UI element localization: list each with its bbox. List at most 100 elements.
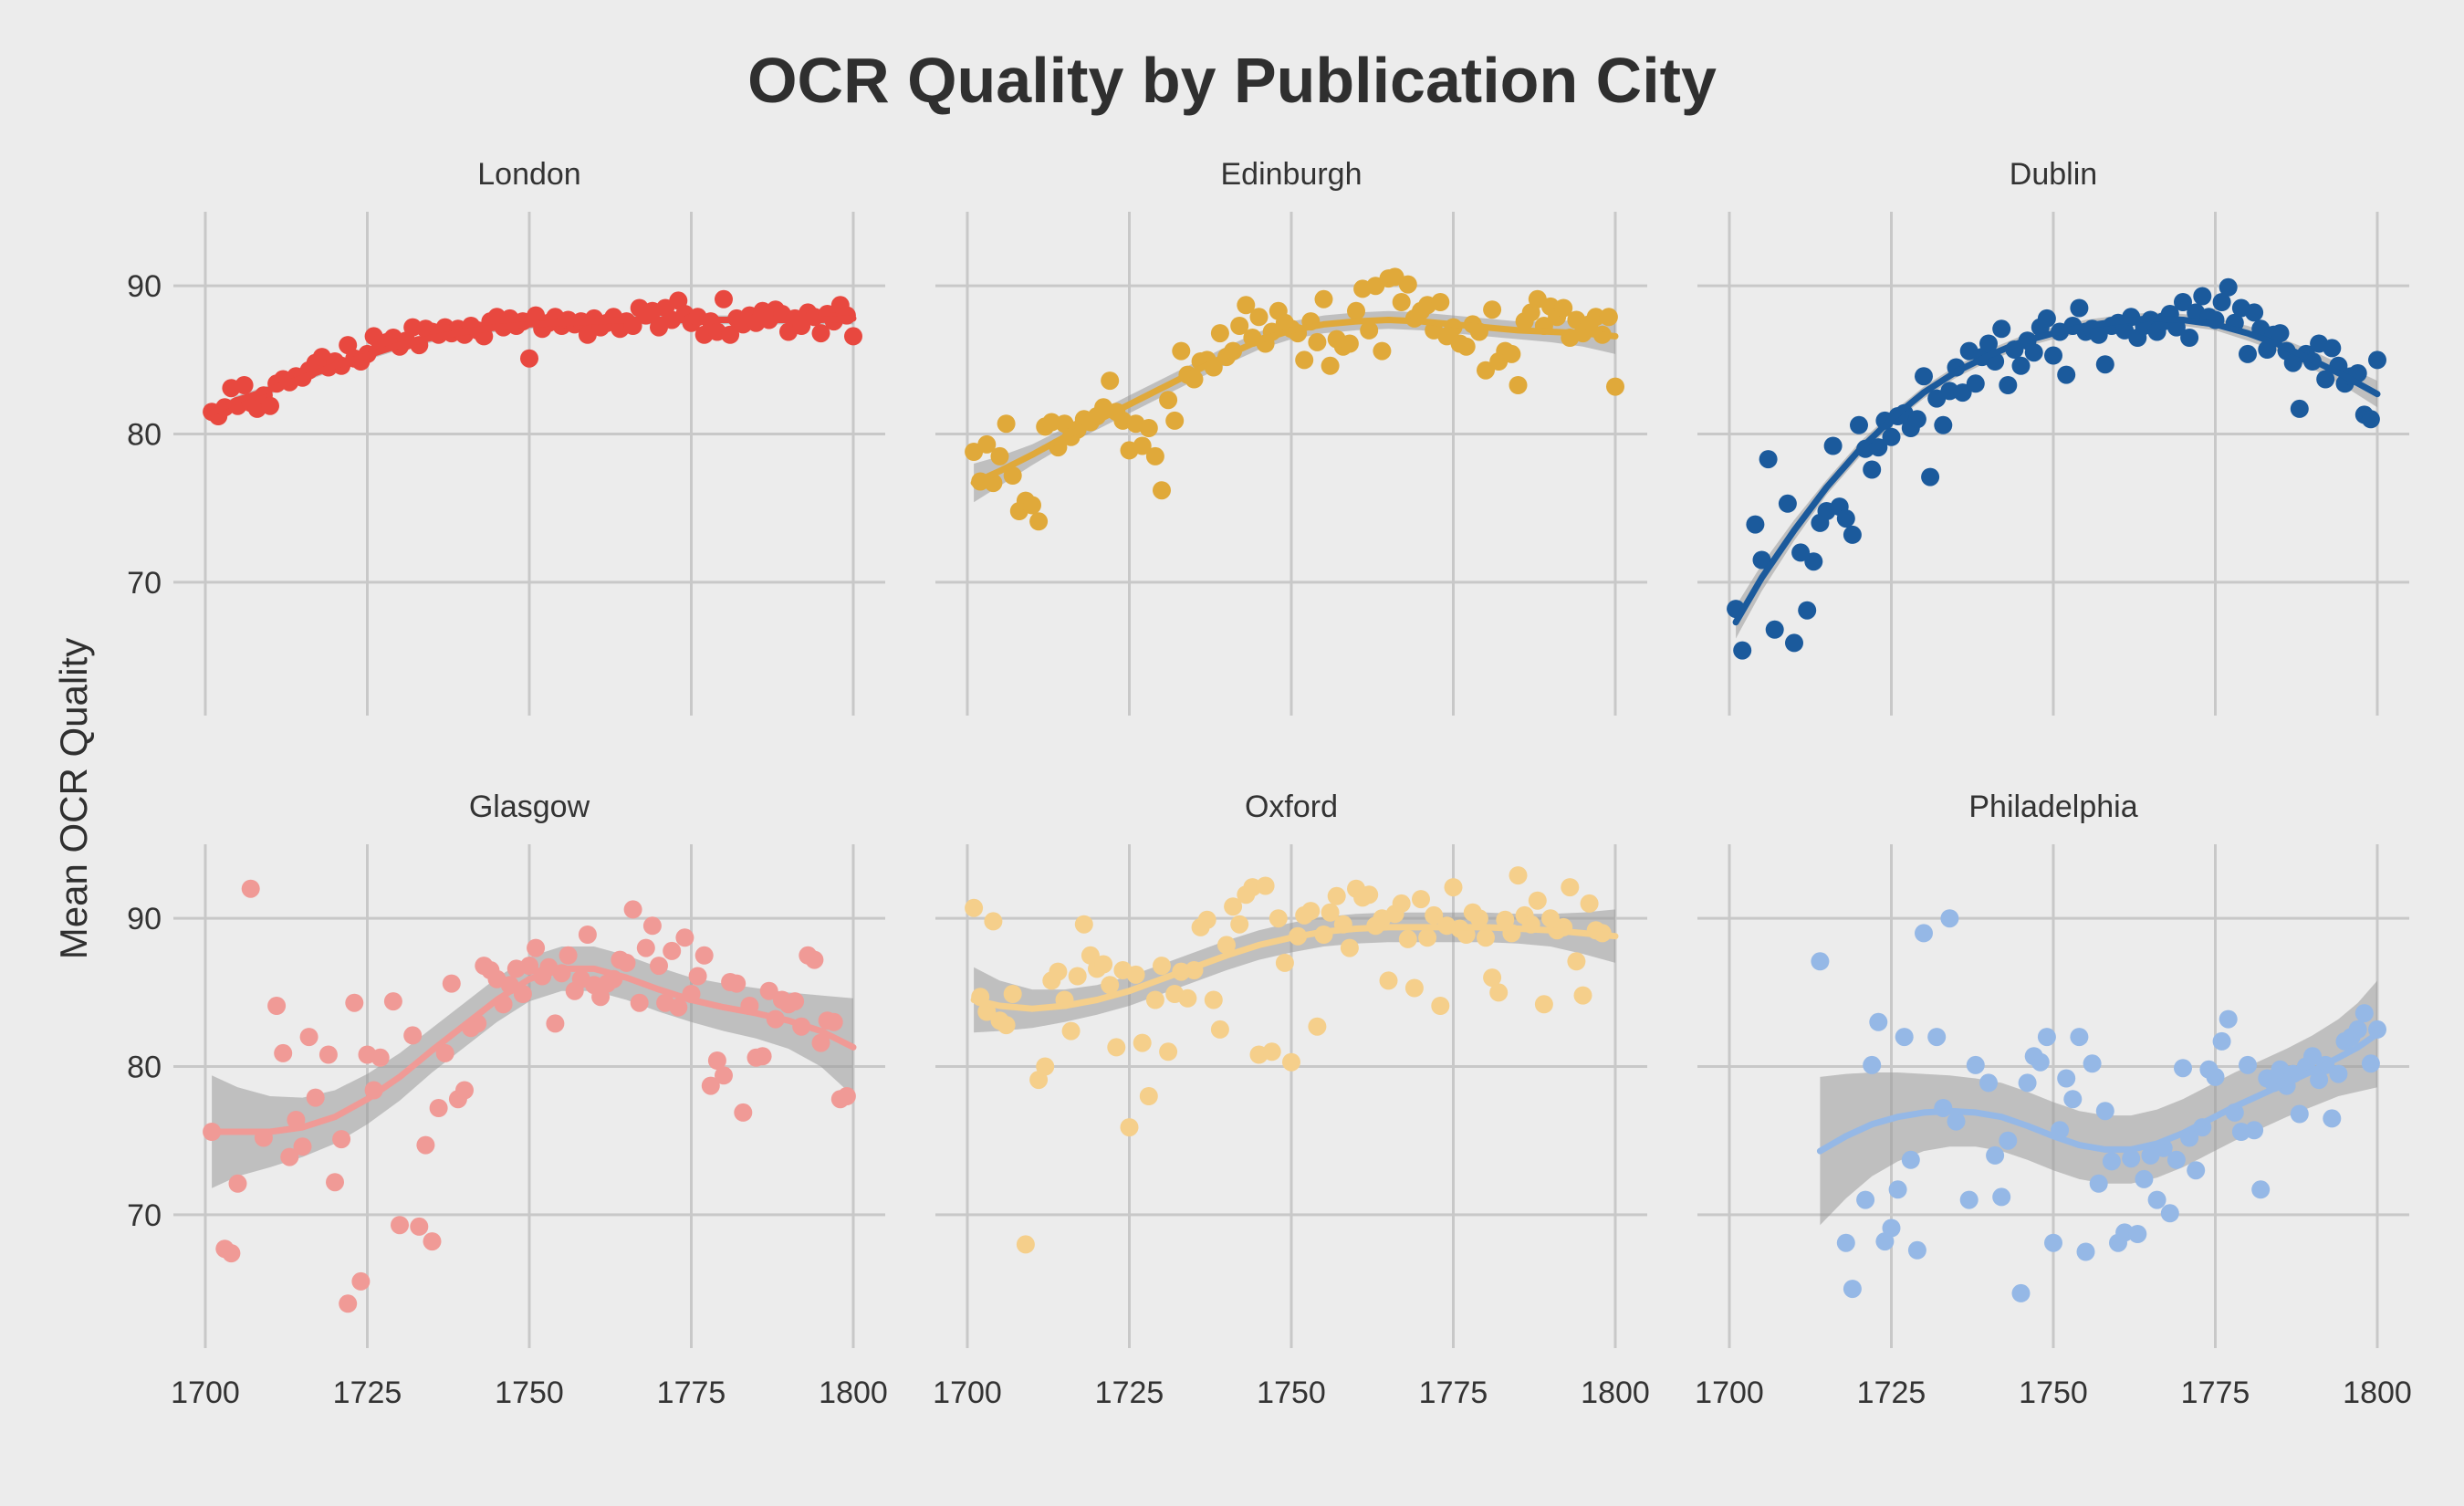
data-point	[1392, 293, 1411, 311]
data-point	[1107, 1038, 1126, 1057]
data-point	[1907, 410, 1926, 429]
data-point	[1275, 953, 1294, 972]
data-point	[578, 926, 597, 944]
trend-line	[208, 315, 857, 417]
panel-title: Edinburgh	[1220, 157, 1362, 192]
data-point	[1295, 350, 1314, 370]
data-point	[1979, 334, 1998, 353]
data-point	[1992, 319, 2011, 339]
data-point	[2037, 309, 2056, 328]
data-point	[1823, 436, 1843, 455]
data-point	[1863, 1055, 1882, 1074]
data-point	[1869, 1012, 1888, 1031]
data-point	[1869, 438, 1888, 457]
data-point	[410, 1217, 429, 1236]
data-point	[1843, 525, 1862, 544]
panel-title: Glasgow	[469, 790, 590, 824]
data-point	[1778, 494, 1797, 513]
data-point	[1483, 968, 1502, 988]
data-point	[984, 912, 1003, 931]
data-point	[2011, 1283, 2031, 1302]
data-point	[306, 1088, 325, 1107]
data-point	[1882, 1218, 1901, 1238]
x-tick-label: 1775	[1419, 1375, 1488, 1410]
data-point	[990, 446, 1009, 465]
data-point	[2206, 1067, 2225, 1086]
data-point	[1573, 986, 1592, 1005]
data-point	[1791, 543, 1811, 562]
trend-line	[970, 317, 1619, 486]
data-point	[721, 325, 740, 344]
data-point	[837, 1087, 856, 1105]
data-point	[1230, 317, 1249, 335]
data-point	[455, 1081, 474, 1100]
data-point	[1586, 308, 1605, 327]
panel-dublin: Dublin	[1697, 157, 2409, 716]
data-point	[299, 1028, 318, 1047]
data-point	[416, 1135, 435, 1155]
data-point	[1159, 1042, 1178, 1062]
data-point	[1431, 997, 1450, 1015]
trend-line	[208, 965, 857, 1135]
data-point	[786, 992, 805, 1011]
data-point	[1469, 909, 1488, 928]
data-point	[2239, 1055, 2257, 1074]
data-point	[1843, 1280, 1862, 1299]
data-point	[1477, 928, 1495, 947]
data-point	[1016, 1235, 1035, 1254]
x-tick-label: 1700	[1695, 1375, 1764, 1410]
data-point	[332, 1130, 351, 1149]
data-point	[1237, 296, 1256, 315]
data-point	[2290, 1104, 2309, 1124]
data-point	[2187, 1161, 2206, 1180]
data-point	[1966, 374, 1985, 393]
confidence-band	[974, 909, 1615, 1033]
data-point	[318, 1045, 338, 1064]
data-point	[1425, 905, 1444, 925]
data-point	[805, 950, 824, 969]
data-point	[1418, 928, 1437, 947]
data-point	[1431, 293, 1450, 311]
data-point	[1528, 891, 1547, 910]
data-point	[1934, 415, 1953, 434]
data-point	[1321, 356, 1340, 375]
data-point	[1888, 1180, 1907, 1199]
data-point	[1282, 1052, 1300, 1072]
data-point	[1120, 1118, 1139, 1137]
data-point	[546, 1014, 565, 1033]
data-point	[1907, 1240, 1926, 1260]
data-point	[1986, 1145, 2005, 1165]
data-point	[759, 981, 778, 1000]
data-point	[1759, 450, 1778, 469]
data-point	[2044, 1233, 2062, 1252]
data-point	[391, 1216, 409, 1235]
trend-line	[970, 924, 1619, 1012]
data-point	[520, 349, 538, 368]
data-point	[423, 1232, 442, 1251]
data-point	[2095, 1102, 2114, 1121]
data-point	[688, 967, 707, 986]
data-point	[1404, 978, 1424, 998]
data-point	[1101, 371, 1120, 391]
data-point	[1023, 496, 1041, 515]
data-point	[1153, 957, 1171, 976]
data-point	[2076, 1242, 2095, 1261]
data-point	[2283, 353, 2302, 372]
data-point	[701, 1076, 720, 1095]
data-point	[2057, 365, 2076, 384]
data-point	[1733, 641, 1752, 660]
data-point	[727, 974, 747, 993]
data-point	[2245, 303, 2264, 322]
data-point	[2361, 1054, 2380, 1073]
data-point	[435, 1043, 454, 1062]
data-point	[1901, 1150, 1920, 1169]
data-point	[2018, 1073, 2037, 1093]
data-point	[2354, 1004, 2374, 1023]
data-point	[1178, 988, 1197, 1008]
data-point	[1489, 983, 1509, 1002]
data-point	[1811, 952, 1830, 971]
data-point	[1483, 300, 1502, 319]
data-point	[1308, 332, 1327, 351]
data-point	[2180, 329, 2199, 347]
data-point	[2166, 1150, 2186, 1169]
